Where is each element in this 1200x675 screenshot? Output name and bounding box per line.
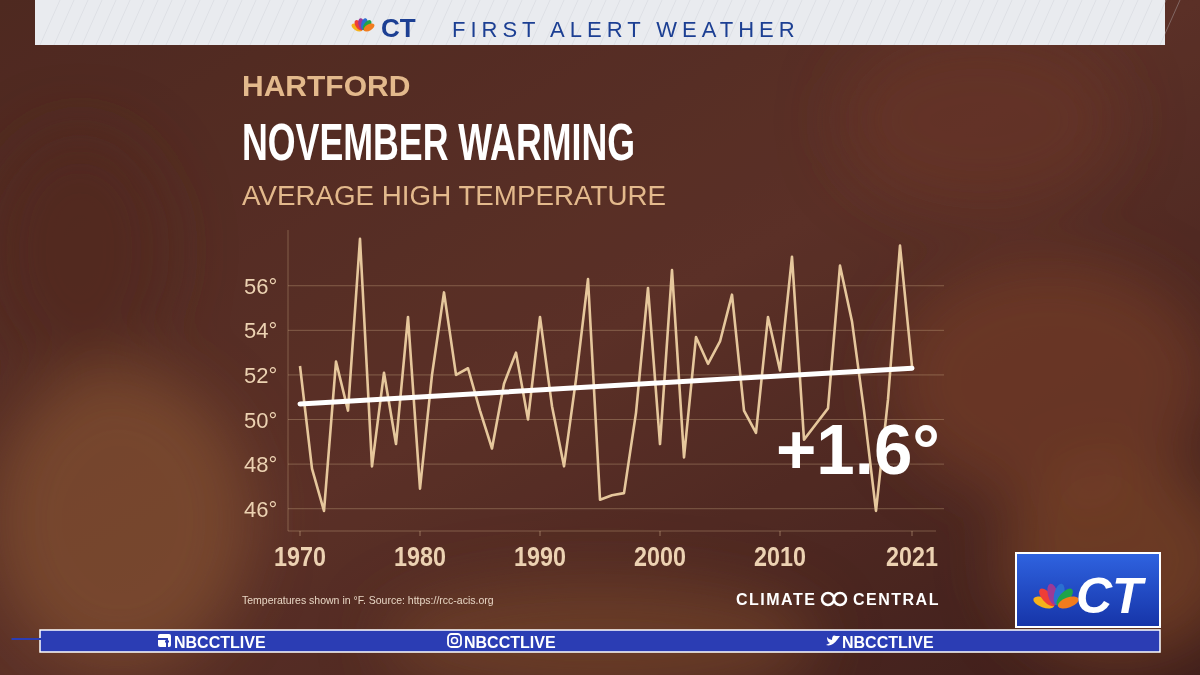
y-tick-label: 56° bbox=[244, 274, 277, 299]
y-tick-label: 46° bbox=[244, 497, 277, 522]
source: Temperatures shown in °F. Source: https:… bbox=[242, 594, 494, 606]
social-icon bbox=[826, 636, 840, 646]
y-tick-label: 48° bbox=[244, 452, 277, 477]
x-tick-label: 2010 bbox=[754, 542, 806, 572]
peacock-feather bbox=[362, 22, 376, 34]
subtitle: AVERAGE HIGH TEMPERATURE bbox=[242, 181, 666, 211]
x-tick bbox=[300, 531, 301, 536]
canvas: CT FIRST ALERT WEATHER HARTFORD NOVEMBER WA… bbox=[0, 0, 1200, 675]
corner-logo-box bbox=[1016, 553, 1160, 627]
header-stripes bbox=[40, 0, 1180, 45]
header-banner bbox=[35, 0, 1165, 45]
credit-word: CLIMATE bbox=[736, 591, 816, 608]
background bbox=[0, 0, 1200, 675]
social-icon bbox=[12, 634, 172, 647]
credit-word: CENTRAL bbox=[853, 591, 940, 608]
x-tick bbox=[780, 531, 781, 536]
y-axis-line bbox=[288, 230, 289, 531]
x-tick-label: 2021 bbox=[886, 542, 938, 572]
grid-line bbox=[288, 330, 944, 331]
kicker: HARTFORD bbox=[242, 69, 410, 102]
x-tick bbox=[660, 531, 661, 536]
x-tick bbox=[540, 531, 541, 536]
y-tick-label: 52° bbox=[244, 363, 277, 388]
header-logo: CT bbox=[381, 13, 416, 43]
trend-line bbox=[300, 368, 912, 404]
x-tick-label: 1980 bbox=[394, 542, 446, 572]
credit-logo bbox=[834, 593, 846, 605]
x-tick bbox=[420, 531, 421, 536]
grid-line bbox=[288, 508, 944, 509]
corner-peacock bbox=[1032, 583, 1081, 612]
x-tick-label: 1990 bbox=[514, 542, 566, 572]
facebook-f bbox=[12, 639, 170, 647]
x-tick-label: 1970 bbox=[274, 542, 326, 572]
background-shade bbox=[0, 0, 1200, 675]
y-tick-label: 50° bbox=[244, 408, 277, 433]
instagram-lens bbox=[452, 638, 458, 644]
stripe bbox=[1160, 0, 1180, 45]
facebook-icon bbox=[158, 634, 171, 647]
title: NOVEMBER WARMING bbox=[242, 113, 635, 171]
corner-logo-text: CT bbox=[1076, 568, 1147, 624]
y-tick-label: 54° bbox=[244, 318, 277, 343]
x-tick bbox=[912, 531, 913, 536]
credit-logo bbox=[822, 593, 834, 605]
social-icon bbox=[448, 634, 461, 647]
social-bar bbox=[40, 630, 1160, 652]
social-handle: NBCCTLIVE bbox=[464, 634, 556, 651]
x-tick-label: 2000 bbox=[634, 542, 686, 572]
social-handle: NBCCTLIVE bbox=[174, 634, 266, 651]
x-axis-line bbox=[288, 531, 936, 532]
annotation: +1.6° bbox=[776, 411, 940, 489]
header-peacock bbox=[350, 18, 376, 34]
instagram-icon bbox=[448, 634, 461, 647]
twitter-icon bbox=[826, 636, 840, 646]
social-handle: NBCCTLIVE bbox=[842, 634, 934, 651]
header-title: FIRST ALERT WEATHER bbox=[452, 17, 800, 42]
